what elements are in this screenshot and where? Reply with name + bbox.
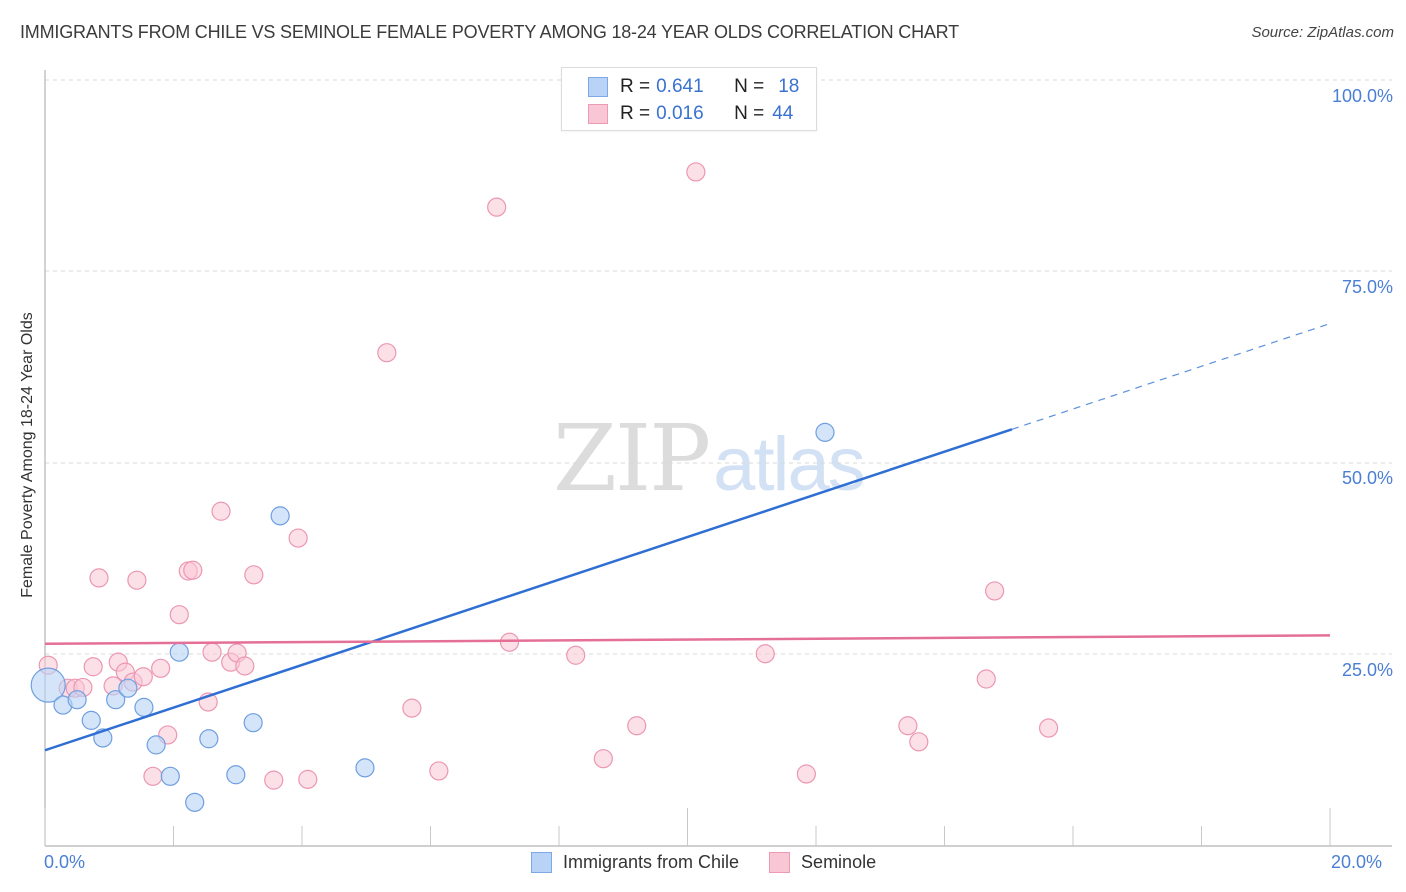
gridlines xyxy=(45,79,1392,655)
chile-trend-extension xyxy=(1011,323,1331,430)
chile-point xyxy=(185,792,205,812)
legend-n-label: N = xyxy=(734,103,765,124)
x-tick-0: 0.0% xyxy=(44,852,86,872)
seminole-point xyxy=(566,645,586,665)
seminole-point xyxy=(89,568,109,588)
source-label: Source: ZipAtlas.com xyxy=(1251,24,1394,41)
y-tick-25: 25.0% xyxy=(1341,660,1393,680)
legend-swatch-seminole xyxy=(588,104,608,124)
x-tick-20: 20.0% xyxy=(1331,852,1383,872)
legend-n-value: 18 xyxy=(778,76,800,97)
legend-item-seminole: Seminole xyxy=(769,852,876,873)
seminole-point xyxy=(202,642,222,662)
chile-point xyxy=(106,690,126,710)
legend-r-value: 0.641 xyxy=(656,76,704,97)
legend-label-chile: Immigrants from Chile xyxy=(563,852,740,872)
chile-point xyxy=(226,765,246,785)
seminole-point xyxy=(796,764,816,784)
seminole-point xyxy=(288,528,308,548)
seminole-point xyxy=(235,656,255,676)
seminole-point xyxy=(377,343,397,363)
chile-point xyxy=(134,697,154,717)
y-tick-75: 75.0% xyxy=(1341,277,1393,297)
watermark-atlas: atlas xyxy=(713,422,866,507)
legend-r-label: R = xyxy=(620,103,651,124)
legend-swatch-seminole xyxy=(769,852,791,873)
seminole-point xyxy=(298,769,318,789)
chile-point xyxy=(67,690,87,710)
chile-point xyxy=(243,713,263,733)
legend-r-value: 0.016 xyxy=(656,103,704,124)
seminole-point xyxy=(211,501,231,521)
chart-title: IMMIGRANTS FROM CHILE VS SEMINOLE FEMALE… xyxy=(20,22,959,42)
chile-point xyxy=(160,766,180,786)
watermark-zip: ZIP xyxy=(553,405,711,512)
legend-item-chile: Immigrants from Chile xyxy=(531,852,739,873)
seminole-point xyxy=(755,644,775,664)
chile-point xyxy=(199,729,219,749)
seminole-point xyxy=(985,581,1005,601)
seminole-point xyxy=(143,766,163,786)
series-legend: Immigrants from Chile Seminole xyxy=(531,852,906,873)
chile-point xyxy=(270,506,290,526)
y-tick-100: 100.0% xyxy=(1331,86,1393,106)
seminole-point xyxy=(264,770,284,790)
legend-label-seminole: Seminole xyxy=(801,852,877,872)
legend-n-value: 44 xyxy=(772,103,794,124)
correlation-legend: R = 0.641 N = 18 R = 0.016 N = 44 xyxy=(561,67,817,131)
seminole-point xyxy=(499,632,520,652)
legend-swatch-chile xyxy=(588,77,608,97)
seminole-trend-line xyxy=(44,634,1331,646)
seminole-point xyxy=(1038,718,1059,738)
chile-point xyxy=(30,667,66,703)
seminole-point xyxy=(898,716,918,736)
chile-points xyxy=(30,422,835,812)
seminole-point xyxy=(487,197,507,217)
chile-point xyxy=(146,735,166,755)
watermark: ZIPatlas xyxy=(553,405,866,512)
legend-swatch-chile xyxy=(531,852,552,873)
seminole-point xyxy=(151,658,171,678)
y-axis-label: Female Poverty Among 18-24 Year Olds xyxy=(19,312,36,598)
chile-point xyxy=(355,758,375,778)
trend-lines xyxy=(44,323,1331,752)
seminole-point xyxy=(244,565,264,585)
x-axis-ticks xyxy=(44,808,1331,846)
seminole-point xyxy=(909,732,929,752)
chile-point xyxy=(118,678,138,698)
seminole-point xyxy=(593,749,613,769)
chile-point xyxy=(815,422,835,442)
y-tick-50: 50.0% xyxy=(1341,468,1393,488)
chile-point xyxy=(169,642,189,662)
seminole-point xyxy=(169,605,189,625)
seminole-points xyxy=(38,162,1059,790)
seminole-point xyxy=(127,570,147,590)
seminole-point xyxy=(429,761,449,781)
chile-point xyxy=(81,710,101,730)
seminole-point xyxy=(976,669,996,689)
legend-row-seminole: R = 0.016 N = 44 xyxy=(588,102,793,126)
legend-r-label: R = xyxy=(620,76,651,97)
seminole-point xyxy=(627,716,647,736)
legend-n-label: N = xyxy=(734,76,765,97)
seminole-point xyxy=(83,657,103,677)
seminole-point xyxy=(183,560,203,580)
chile-trend-line xyxy=(44,428,1013,752)
axes xyxy=(44,70,1392,847)
seminole-point xyxy=(686,162,706,182)
seminole-point xyxy=(402,698,422,718)
seminole-point xyxy=(133,667,153,687)
legend-row-chile: R = 0.641 N = 18 xyxy=(588,75,799,99)
